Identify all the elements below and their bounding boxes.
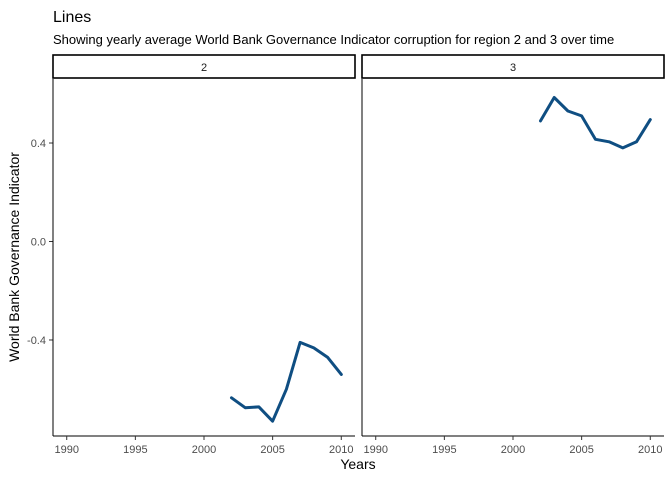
facet-strip [361,54,665,79]
facet-panel-2: 2 1990 1995 2000 2005 2010 [52,54,356,456]
y-axis: -0.4 0.0 0.4 [27,138,53,347]
facet-strip-label: 2 [201,62,207,74]
x-tick-label: 2005 [569,444,593,456]
x-tick-label: 2000 [192,444,216,456]
x-tick-label: 1995 [432,444,456,456]
x-tick-label: 2005 [260,444,284,456]
x-tick-label: 1995 [123,444,147,456]
facet-panels: -0.4 0.0 0.4 2 1990 1995 2000 2005 2010 3 1990 1995… [27,54,665,456]
x-tick-label: 2000 [501,444,525,456]
series-line [539,96,652,150]
series-line [230,340,343,423]
chart-subtitle: Showing yearly average World Bank Govern… [53,32,614,47]
y-axis-title: World Bank Governance Indicator [6,152,22,362]
x-tick-label: 1990 [363,444,387,456]
x-tick-label: 1990 [54,444,78,456]
y-tick-label: 0.0 [31,236,46,248]
chart-title: Lines [53,9,91,26]
y-tick-label: -0.4 [27,335,46,347]
facet-panel-3: 3 1990 1995 2000 2005 2010 [361,54,665,456]
x-tick-label: 2010 [329,444,353,456]
facet-strip-label: 3 [510,62,516,74]
x-tick-label: 2010 [638,444,662,456]
y-tick-label: 0.4 [31,138,46,150]
facet-strip [52,54,356,79]
x-axis-title: Years [340,456,375,472]
